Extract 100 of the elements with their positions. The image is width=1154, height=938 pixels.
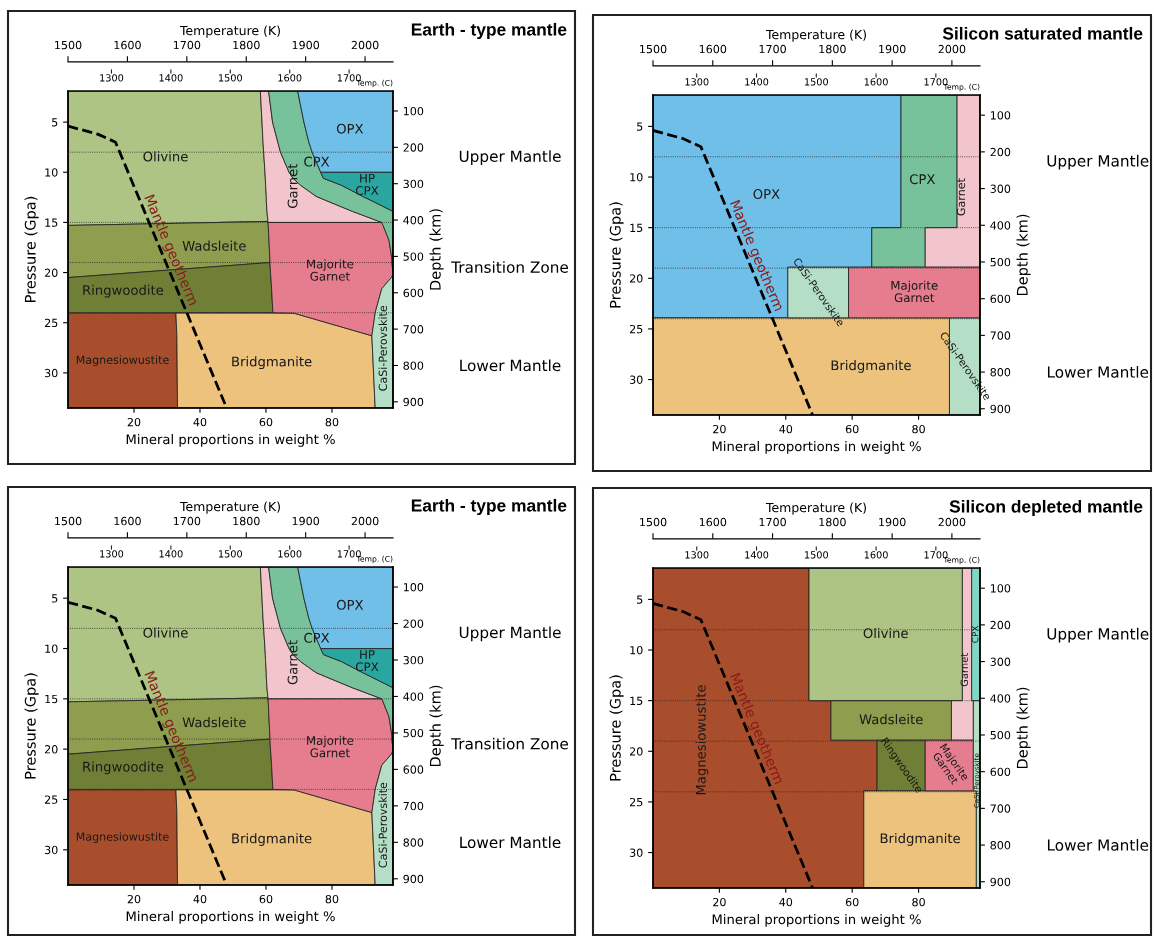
x-axis-title: Mineral proportions in weight %	[712, 441, 921, 454]
y-tick-label: 15	[630, 223, 643, 233]
y2-tick-label: 700	[403, 325, 424, 334]
y-tick-label: 25	[629, 324, 643, 334]
x-tick-label: 40	[779, 424, 793, 434]
y2-tick-label: 200	[403, 619, 424, 628]
y2-axis-title: Depth (km)	[1016, 214, 1031, 296]
x-tick-label: 60	[845, 424, 859, 434]
y-tick-label: 30	[44, 368, 58, 378]
series-label: Olivine	[143, 151, 188, 162]
y-axis-title: Pressure (Gpa)	[24, 196, 39, 302]
text: Earth - type mantle	[411, 498, 567, 516]
y2-tick-label: 300	[990, 657, 1011, 666]
y-tick-label: 5	[52, 118, 58, 127]
series-label: OPX	[336, 123, 364, 134]
y2-tick-label: 300	[403, 655, 424, 665]
text: 1700	[924, 551, 948, 559]
text: Transition Zone	[451, 737, 568, 750]
x2-tick-label: 2000	[938, 44, 966, 54]
y2-tick-label: 100	[990, 584, 1011, 593]
series-label: OPX	[753, 189, 780, 200]
text: Lower Mantle	[460, 359, 561, 372]
y2-tick-label: 200	[990, 147, 1011, 157]
y-tick-label: 15	[45, 694, 58, 704]
y2-tick-label: 800	[990, 841, 1011, 850]
y-tick-label: 20	[44, 268, 58, 277]
x-axis-title: Mineral proportions in weight %	[126, 434, 335, 447]
series-label: Garnet	[956, 178, 966, 216]
y-tick-label: 25	[629, 797, 643, 807]
text: 1400	[745, 78, 769, 86]
text: 1700	[337, 550, 361, 558]
y2-tick-label: 100	[403, 106, 424, 116]
y-tick-label: 30	[629, 375, 643, 384]
y-axis-title: Pressure (Gpa)	[609, 202, 624, 308]
x-tick-label: 80	[912, 897, 925, 907]
y-tick-label: 20	[629, 274, 643, 283]
y2-tick-label: 900	[403, 397, 424, 407]
x2-tick-label: 1900	[879, 517, 906, 527]
series-label: CPX	[304, 156, 330, 167]
y-tick-label: 10	[45, 644, 58, 653]
series-label: Garnet	[960, 653, 969, 687]
y2-tick-label: 400	[990, 694, 1011, 703]
x2-tick-label: 2000	[351, 516, 379, 526]
y2-tick-label: 300	[403, 179, 424, 189]
text: Lower Mantle	[1047, 839, 1149, 851]
x2-tick-label: 2000	[351, 40, 379, 50]
text: Upper Mantle	[1047, 627, 1149, 643]
y-tick-label: 15	[630, 696, 643, 706]
x-axis-title: Mineral proportions in weight %	[712, 914, 921, 927]
y2-tick-label: 900	[403, 874, 424, 884]
text: Upper Mantle	[459, 626, 561, 642]
x2-tick-label: 1700	[759, 44, 786, 54]
series-label: Bridgmanite	[232, 356, 312, 370]
text: Silicon depleted mantle	[949, 499, 1143, 517]
text: 1700	[337, 74, 361, 82]
text: 1300	[685, 551, 709, 559]
series-label: CPX	[909, 174, 935, 185]
y2-tick-label: 500	[990, 257, 1011, 267]
y2-tick-label: 600	[990, 294, 1011, 304]
text: Upper Mantle	[459, 150, 561, 165]
y2-tick-label: 800	[990, 368, 1011, 377]
series-label: Garnet	[287, 163, 298, 208]
y-tick-label: 25	[44, 795, 58, 804]
x-tick-label: 40	[779, 897, 793, 907]
y-tick-label: 5	[637, 595, 643, 604]
series-label: Majorite Garnet	[307, 259, 354, 281]
x-axis-title: Mineral proportions in weight %	[126, 911, 335, 924]
y2-tick-label: 400	[990, 221, 1011, 230]
series-label: Bridgmanite	[880, 833, 960, 846]
x2-tick-label: 1600	[114, 516, 141, 526]
y2-tick-label: 200	[403, 143, 424, 152]
series-label: OPX	[336, 599, 364, 610]
x-tick-label: 80	[325, 894, 339, 904]
x2-tick-label: 1500	[640, 44, 667, 54]
series-label: CaSi-Perovskite	[378, 782, 388, 868]
x2-tick-label: 1900	[292, 40, 320, 50]
y2-tick-label: 300	[990, 184, 1011, 193]
series-label: Majorite Garnet	[891, 280, 938, 303]
text: 1400	[159, 74, 183, 82]
text: Earth - type mantle	[411, 22, 567, 40]
y2-tick-label: 500	[990, 730, 1011, 740]
text: 1500	[804, 551, 829, 559]
series-label: Olivine	[143, 627, 188, 638]
text: 1300	[685, 78, 709, 86]
text: Silicon saturated mantle	[942, 26, 1143, 40]
series-label: HP CPX	[355, 650, 379, 672]
x2-tick-label: 1800	[819, 517, 846, 527]
x-tick-label: 20	[127, 894, 141, 904]
y2-tick-label: 100	[403, 583, 424, 592]
x-tick-label: 20	[713, 897, 726, 907]
y2-tick-label: 200	[990, 620, 1011, 630]
text: 1700	[924, 78, 948, 86]
x-tick-label: 60	[259, 894, 273, 904]
series-label: Garnet	[287, 640, 298, 685]
y-tick-label: 30	[629, 848, 643, 857]
y-tick-label: 30	[44, 845, 58, 855]
x-tick-label: 20	[713, 424, 726, 434]
x2-axis-title: Temperature (K)	[765, 502, 866, 515]
x-tick-label: 20	[127, 417, 141, 427]
series-label: Ringwoodite	[83, 761, 164, 775]
